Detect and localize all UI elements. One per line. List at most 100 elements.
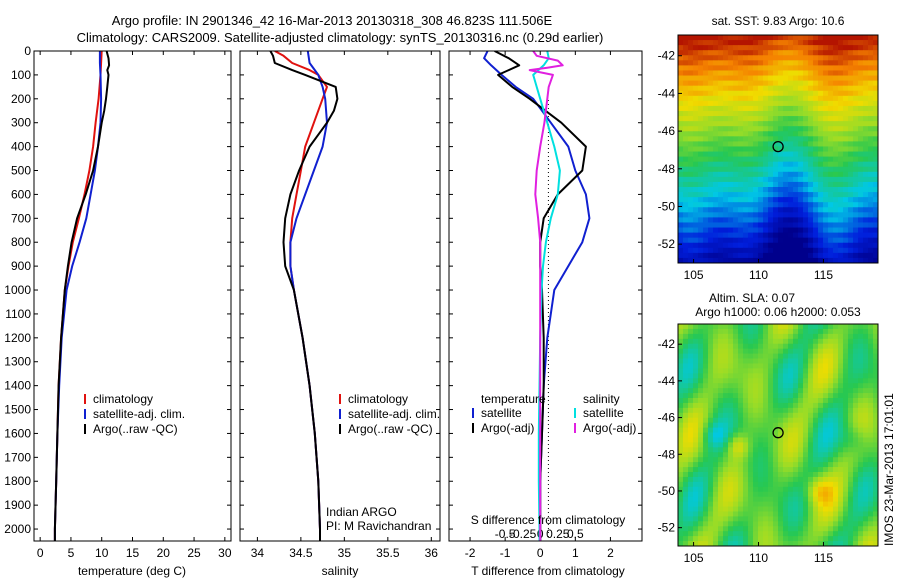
sla-map-cell	[838, 541, 844, 546]
sla-map-cell	[748, 328, 754, 335]
sst-map-cell	[848, 85, 854, 92]
sla-map-cell	[733, 333, 739, 340]
sla-map-cell	[838, 521, 844, 527]
sst-map-cell	[743, 212, 749, 218]
sla-map-cell	[753, 393, 759, 399]
sst-map-cell	[828, 146, 834, 152]
sst-map-cell	[758, 111, 764, 117]
sst-map-cell	[733, 252, 739, 259]
sla-map-cell	[778, 541, 784, 546]
sst-map-cell	[803, 217, 809, 223]
sst-map-cell	[873, 60, 878, 66]
sla-map-cell	[683, 402, 689, 409]
sla-map-cell	[733, 338, 739, 345]
sst-map-cell	[833, 75, 839, 81]
sla-map-cell	[768, 363, 774, 369]
sst-map-cell	[778, 35, 784, 41]
sla-map-cell	[678, 526, 684, 532]
sst-map-cell	[828, 171, 834, 178]
sst-map-cell	[833, 187, 839, 193]
sst-map-cell	[753, 105, 759, 112]
sla-map-cell	[868, 358, 874, 364]
sst-map-cell	[768, 100, 774, 107]
sst-map-cell	[838, 35, 844, 41]
sla-map-cell	[828, 506, 834, 512]
sst-map-cell	[688, 247, 694, 254]
sla-map-cell	[758, 511, 764, 517]
sst-map-cell	[693, 100, 699, 107]
sst-map-cell	[803, 141, 809, 147]
sla-map-cell	[793, 417, 799, 424]
sla-map-cell	[863, 442, 869, 448]
sla-map-cell	[683, 472, 689, 478]
sla-map-cell	[693, 398, 699, 404]
sst-map-cell	[753, 111, 759, 117]
sst-map-cell	[773, 50, 779, 56]
sla-map-cell	[698, 432, 704, 438]
sla-map-cell	[773, 447, 779, 453]
sst-map-cell	[678, 131, 684, 137]
sla-map-cell	[838, 348, 844, 354]
sst-map-cell	[773, 247, 779, 254]
sla-map-cell	[828, 541, 834, 546]
sla-map-cell	[763, 442, 769, 448]
sla-map-cell	[758, 462, 764, 468]
sst-map-cell	[788, 181, 794, 188]
sst-map-cell	[678, 50, 684, 56]
sst-map-cell	[863, 55, 869, 61]
sst-map-cell	[873, 217, 878, 223]
sla-map-cell	[748, 402, 754, 409]
sla-map-cell	[873, 348, 878, 354]
sla-map-cell	[698, 536, 704, 542]
sla-map-cell	[848, 467, 854, 473]
sla-map-cell	[683, 521, 689, 527]
sla-map-cell	[723, 486, 729, 493]
sla-map-cell	[838, 343, 844, 350]
sla-map-cell	[818, 388, 824, 394]
sst-map-cell	[738, 75, 744, 81]
sst-map-cell	[823, 116, 829, 122]
sla-map-cell	[728, 447, 734, 453]
sla-map-cell	[753, 407, 759, 414]
sst-map-cell	[698, 217, 704, 223]
sla-map-cell	[733, 501, 739, 507]
sst-map-cell	[823, 55, 829, 61]
sst-map-cell	[838, 85, 844, 92]
sla-map-cell	[678, 368, 684, 374]
depth-tick-label: 2000	[4, 522, 31, 536]
sst-map-cell	[718, 237, 724, 244]
sst-map-cell	[753, 247, 759, 254]
sla-map-cell	[803, 343, 809, 350]
sla-map-cell	[723, 501, 729, 507]
sst-map-cell	[808, 40, 814, 46]
sla-map-cell	[823, 358, 829, 364]
sst-map-cell	[838, 217, 844, 223]
sst-map-frame	[677, 34, 879, 264]
sst-map-cell	[708, 141, 714, 147]
sla-map-cell	[778, 383, 784, 389]
sst-map-cell	[773, 207, 779, 213]
sst-map-cell	[763, 40, 769, 46]
sla-map-cell	[853, 407, 859, 414]
sla-map-cell	[768, 481, 774, 488]
sla-map-cell	[863, 333, 869, 340]
sst-map-cell	[728, 100, 734, 107]
sla-map-cell	[753, 442, 759, 448]
sst-map-cell	[753, 202, 759, 208]
sla-map-cell	[803, 496, 809, 502]
sla-map-cell	[738, 363, 744, 369]
sla-map-cell	[768, 526, 774, 532]
sst-map-cell	[858, 75, 864, 81]
sla-map-cell	[818, 531, 824, 537]
sla-map-cell	[833, 521, 839, 527]
sst-map-cell	[723, 222, 729, 228]
sla-map-cell	[828, 516, 834, 522]
sla-map-cell	[768, 427, 774, 433]
sst-map-cell	[833, 45, 839, 51]
sst-map-cell	[873, 161, 878, 168]
sla-map-cell	[793, 521, 799, 527]
sla-map-cell	[688, 338, 694, 345]
sst-map-cell	[753, 156, 759, 163]
sla-map-cell	[753, 328, 759, 335]
sst-map-cell	[713, 146, 719, 152]
